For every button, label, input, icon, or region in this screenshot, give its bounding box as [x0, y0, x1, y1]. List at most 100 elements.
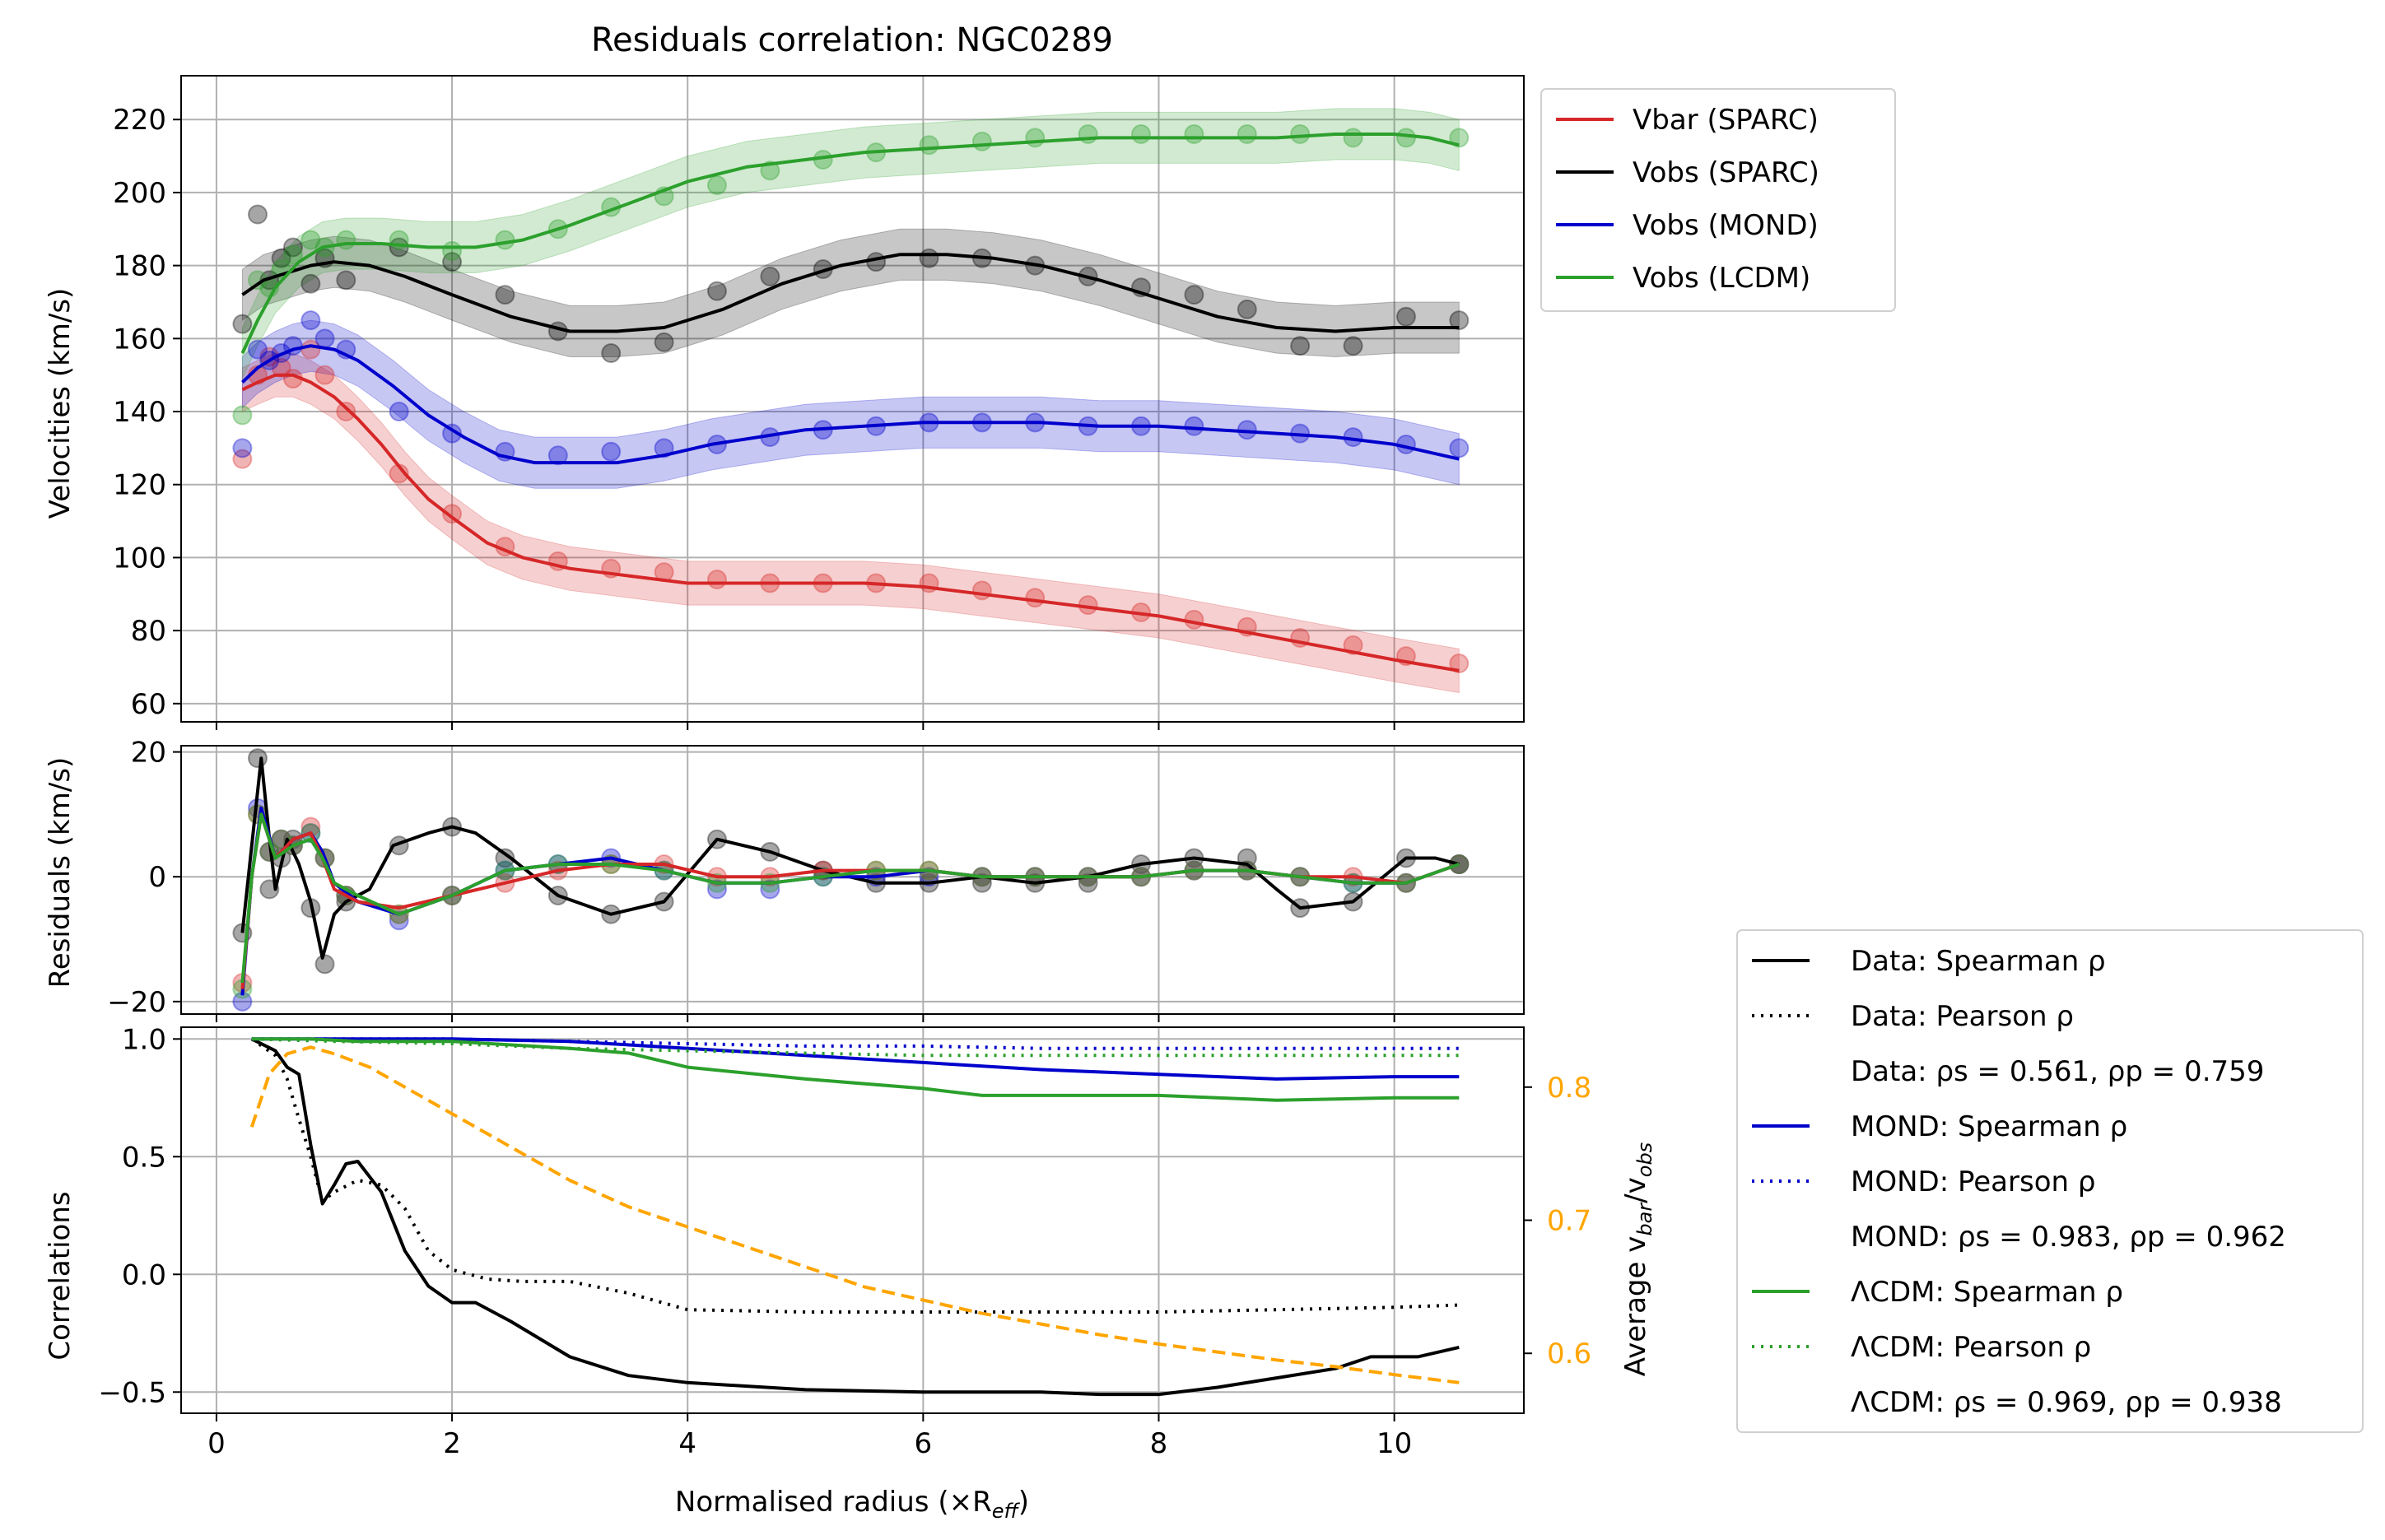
residual-line [240, 812, 1460, 984]
data-point [547, 445, 568, 466]
average-ratio-line [249, 1045, 1460, 1384]
data-point [282, 237, 303, 258]
series-line [241, 253, 1460, 333]
y-tick-label: 1.0 [122, 1023, 166, 1056]
residual-line [240, 756, 1460, 960]
data-point [1237, 299, 1257, 319]
data-point [495, 285, 515, 305]
data-point [1025, 128, 1046, 148]
plot-area [232, 108, 1470, 694]
correlations-y-label: Correlations [44, 1191, 77, 1360]
chart-title: Residuals correlation: NGC0289 [591, 21, 1113, 59]
data-point [232, 438, 253, 458]
uncertainty-band [241, 319, 1460, 489]
y-tick-label: 160 [113, 323, 166, 356]
data-point [1343, 336, 1363, 356]
data-point [919, 248, 939, 268]
data-point [601, 343, 622, 364]
data-point [1184, 285, 1204, 305]
correlations-legend: Data: Spearman ρ Data: Pearson ρ Data: ρs … [1736, 929, 2364, 1433]
data-point [866, 252, 887, 272]
y2-label-sub-obs: obs [1633, 1142, 1656, 1177]
axes-frame [180, 75, 1525, 723]
data-point [1395, 306, 1416, 327]
y-tick-label: −20 [107, 986, 166, 1019]
data-point [1449, 438, 1470, 458]
y-tick-label: 0.0 [122, 1259, 166, 1291]
residual-point [389, 910, 409, 931]
y-tick-label: 0 [148, 861, 166, 894]
data-point [300, 310, 321, 331]
data-point [271, 357, 291, 378]
x-tick-label: 2 [443, 1427, 461, 1460]
data-point [971, 580, 992, 601]
data-point [919, 135, 939, 156]
data-point [654, 332, 674, 352]
data-point [1290, 336, 1311, 356]
data-point [495, 230, 515, 250]
data-point [442, 240, 463, 261]
y2-label-main: Average v [1619, 1236, 1652, 1377]
legend-label: Data: ρs = 0.561, ρp = 0.759 [1851, 1055, 2264, 1088]
y-tick-label: 140 [113, 396, 166, 429]
residuals-y-label: Residuals (km/s) [44, 757, 77, 989]
data-point [247, 339, 268, 360]
velocities-legend: Vbar (SPARC) Vobs (SPARC) Vobs (MOND) Vobs … [1540, 88, 1896, 312]
data-point [271, 248, 291, 268]
data-point [336, 230, 356, 250]
data-point [282, 244, 303, 265]
data-point [706, 175, 727, 196]
plot-area [232, 748, 1470, 1012]
data-point [232, 405, 253, 426]
y-tick-label: 180 [113, 250, 166, 283]
y-tick-label: 220 [113, 104, 166, 137]
plot-area [249, 1037, 1460, 1397]
data-point [247, 204, 268, 225]
legend-label: ΛCDM: ρs = 0.969, ρp = 0.938 [1851, 1386, 2282, 1419]
data-point [1449, 310, 1470, 331]
data-point [336, 402, 356, 422]
x-axis-label: Normalised radius (×Reff) [675, 1486, 1029, 1523]
legend-label: MOND: Spearman ρ [1851, 1110, 2127, 1143]
series-line [241, 373, 1460, 672]
y2-tick-label: 0.8 [1547, 1072, 1591, 1105]
y-tick-label: 0.5 [122, 1141, 166, 1174]
residuals-panel: −20 0 20 [107, 737, 1525, 1022]
axes-frame [180, 745, 1525, 1015]
data-point [314, 365, 335, 385]
y-tick-label: 120 [113, 469, 166, 502]
data-point [232, 314, 253, 334]
legend-label: MOND: Pearson ρ [1851, 1165, 2095, 1198]
y-tick-label: 60 [131, 688, 166, 721]
y2-tick-label: 0.6 [1547, 1338, 1591, 1370]
legend-label: Data: Spearman ρ [1851, 945, 2106, 978]
correlation-line [250, 1037, 1460, 1397]
data-point [232, 449, 253, 469]
data-point [601, 441, 622, 462]
correlation-line [251, 1037, 1460, 1081]
data-point [1184, 123, 1204, 144]
data-point [389, 402, 409, 422]
y2-tick-label: 0.7 [1547, 1205, 1591, 1238]
y-tick-label: 80 [131, 615, 166, 648]
data-point [1184, 416, 1204, 436]
data-point [1449, 654, 1470, 674]
y-tick-label: 200 [113, 177, 166, 210]
correlation-line [251, 1037, 1460, 1102]
y-tick-label: −0.5 [98, 1376, 166, 1409]
x-label-sub: eff [992, 1500, 1021, 1523]
x-tick-label: 8 [1150, 1427, 1168, 1460]
data-point [1131, 123, 1152, 144]
velocities-panel: 60 80 100 120 140 160 180 200 220 [113, 75, 1525, 730]
legend-label: Vobs (MOND) [1633, 209, 1819, 242]
data-point [1343, 128, 1363, 148]
legend-label: Data: Pearson ρ [1851, 1000, 2074, 1033]
legend-label: MOND: ρs = 0.983, ρp = 0.962 [1851, 1221, 2286, 1254]
axes-frame [180, 1026, 1525, 1414]
correlations-panel: 0 2 4 6 8 10 −0.5 0.0 0.5 1.0 0.6 0.7 0.8 [98, 1023, 1591, 1460]
x-tick-label: 4 [678, 1427, 696, 1460]
legend-label: Vobs (SPARC) [1633, 156, 1819, 189]
residual-line [240, 812, 1460, 989]
legend-label: ΛCDM: Pearson ρ [1851, 1331, 2091, 1364]
